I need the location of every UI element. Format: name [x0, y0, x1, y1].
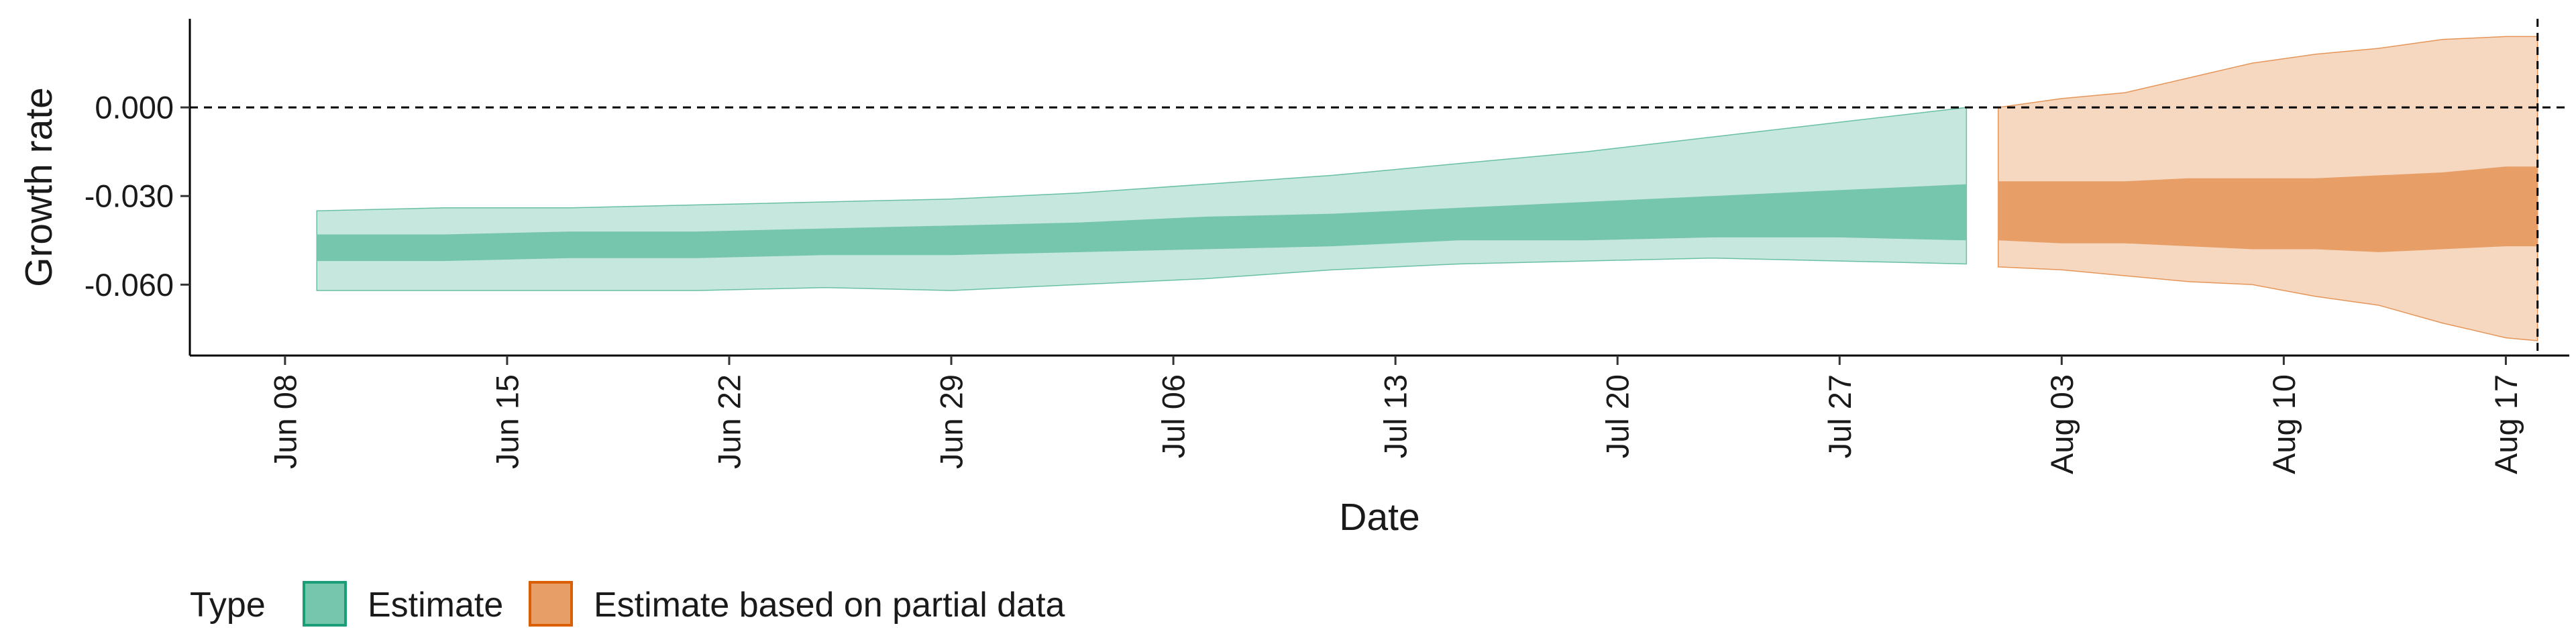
x-tick-label: Jun 29 — [934, 374, 969, 469]
legend-key-series-0 — [303, 581, 347, 627]
legend-label-series-1: Estimate based on partial data — [594, 586, 1065, 625]
x-axis-title: Date — [1339, 496, 1419, 539]
x-tick-label: Aug 03 — [2044, 374, 2080, 474]
x-tick-label: Aug 17 — [2488, 374, 2524, 474]
y-tick-label: 0.000 — [95, 90, 174, 125]
x-tick-label: Jul 13 — [1378, 374, 1413, 458]
y-tick-label: -0.060 — [85, 267, 174, 303]
x-tick-label: Jun 22 — [712, 374, 747, 469]
y-tick-label: -0.030 — [85, 178, 174, 214]
bands-layer — [316, 36, 2538, 341]
x-tick-label: Jun 08 — [267, 374, 303, 469]
legend-key-series-1 — [529, 581, 573, 627]
legend-label-series-0: Estimate — [368, 586, 503, 625]
x-tick-label: Jul 27 — [1822, 374, 1858, 458]
reference-lines — [190, 19, 2569, 356]
legend: Type Estimate Estimate based on partial d… — [190, 581, 1065, 627]
inner-band-series-0 — [317, 184, 1967, 262]
y-axis-title: Growth rate — [17, 87, 60, 287]
inner-band-series-1 — [1998, 166, 2538, 252]
x-tick-label: Aug 10 — [2266, 374, 2302, 474]
x-tick-label: Jul 06 — [1156, 374, 1191, 458]
axes-layer: Jun 08 Jun 15 Jun 22 Jun 29 Jul 06 Jul 13 Jul … — [85, 19, 2569, 474]
x-tick-label: Jun 15 — [489, 374, 525, 469]
x-tick-label: Jul 20 — [1600, 374, 1635, 458]
legend-title: Type — [190, 586, 266, 625]
